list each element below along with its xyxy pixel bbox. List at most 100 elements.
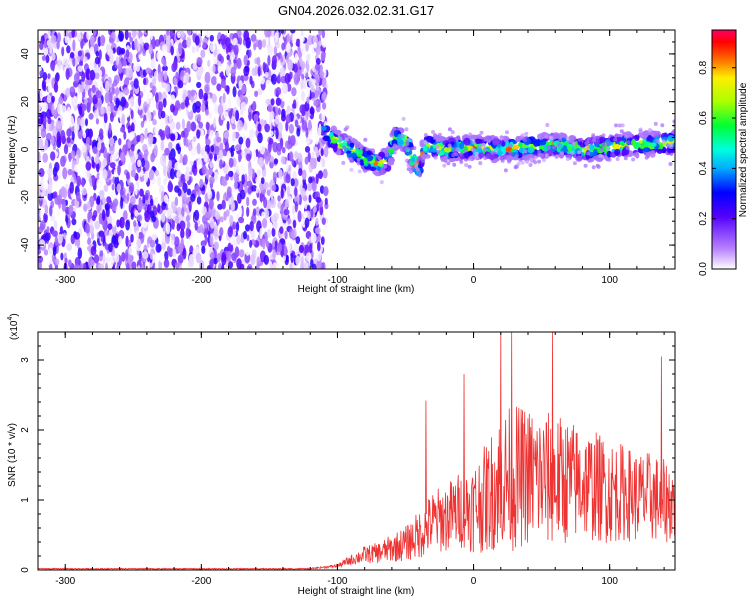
spectrogram-noise-cell — [72, 39, 76, 52]
snr-scale-label: (x104) — [7, 313, 20, 340]
spectrogram-noise-cell — [299, 38, 304, 50]
spectrogram-signal-cell — [485, 153, 491, 159]
spectrogram-noise-cell — [208, 198, 214, 210]
y-tick-label: 20 — [20, 96, 31, 108]
spectrogram-noise-cell — [315, 58, 321, 65]
spectrogram-noise-cell — [54, 235, 59, 246]
spectrogram-halo-cell — [625, 146, 630, 151]
spectrogram-noise-cell — [239, 163, 246, 175]
spectrogram-noise-cell — [281, 95, 286, 102]
spectrogram-noise-cell — [132, 162, 137, 172]
spectrogram-noise-cell — [160, 154, 166, 167]
spectrogram-noise-cell — [109, 101, 115, 114]
spectrogram-noise-cell — [89, 225, 95, 235]
spectrogram-noise-cell — [216, 76, 222, 85]
snr-y-ticks: 0 1 2 3 — [20, 345, 675, 573]
spectrogram-noise-cell — [218, 262, 222, 269]
snr-series-line — [38, 332, 675, 570]
spectrogram-noise-cell — [63, 144, 69, 155]
spectrogram-noise-cell — [130, 195, 136, 205]
spectrogram-noise-cell — [122, 59, 128, 67]
spectrogram-noise-cell — [269, 110, 275, 120]
spectrogram-noise-cell — [51, 103, 55, 116]
spectrogram-noise-cell — [144, 160, 150, 172]
spectrogram-noise-cell — [219, 159, 223, 170]
spectrogram-noise-cell — [271, 55, 277, 67]
spectrogram-noise-cell — [314, 75, 318, 87]
spectrogram-halo-cell — [452, 162, 457, 167]
spectrogram-noise-cell — [119, 188, 124, 197]
spectrogram-noise-cell — [71, 131, 75, 141]
spectrogram-noise-cell — [243, 30, 250, 42]
spectrogram-halo-cell — [379, 180, 384, 185]
spectrogram-noise-cell — [214, 210, 220, 220]
spectrogram-noise-cell — [184, 170, 190, 182]
spectrogram-noise-cell — [264, 155, 269, 165]
spectrogram-noise-cell — [85, 161, 92, 171]
spectrogram-noise-cell — [286, 41, 291, 53]
spectrogram-noise-cell — [253, 41, 257, 51]
spectrogram-halo-cell — [356, 157, 361, 162]
spectrogram-noise-cell — [264, 30, 270, 38]
spectrogram-noise-cell — [273, 46, 278, 56]
spectrogram-noise-cell — [266, 189, 271, 197]
spectrogram-noise-cell — [51, 95, 55, 103]
spectrogram-halo-cell — [409, 169, 413, 174]
spectrogram-noise-cell — [131, 261, 137, 269]
spectrogram-noise-cell — [315, 226, 321, 235]
spectrogram-noise-cell — [174, 215, 179, 224]
svg-text:(x104): (x104) — [7, 313, 20, 340]
spectrogram-noise-cell — [269, 155, 275, 163]
spectrogram-halo-cell — [349, 167, 354, 172]
spectrogram-noise-cell — [292, 99, 297, 109]
spectrogram-noise-cell — [140, 134, 144, 144]
spectrogram-noise-cell — [192, 62, 198, 71]
spectrogram-noise-cell — [38, 232, 41, 241]
spectrogram-noise-cell — [39, 239, 46, 248]
spectrogram-halo-cell — [586, 151, 591, 156]
spectrogram-noise-cell — [203, 151, 208, 163]
spectrogram-noise-cell — [183, 60, 189, 69]
snr-scale-exponent: 4 — [7, 317, 14, 321]
spectrogram-noise-cell — [297, 51, 303, 59]
spectrogram-noise-cell — [314, 146, 319, 154]
spectrogram-noise-cell — [246, 153, 252, 162]
spectrogram-noise-cell — [79, 208, 84, 218]
spectrogram-noise-cell — [257, 66, 261, 77]
spectrogram-noise-cell — [113, 79, 118, 87]
spectrogram-noise-cell — [288, 123, 294, 134]
spectrogram-noise-cell — [47, 117, 52, 125]
spectrogram-noise-cell — [199, 224, 204, 233]
spectrogram-halo-cell — [656, 139, 660, 143]
spectrogram-noise-cell — [287, 135, 292, 145]
spectrogram-noise-cell — [216, 191, 220, 202]
spectrogram-noise-cell — [57, 135, 62, 146]
spectrogram-halo-cell — [544, 134, 549, 139]
spectrogram-halo-cell — [668, 162, 673, 166]
spectrogram-halo-cell — [619, 129, 624, 134]
spectrogram-noise-cell — [287, 218, 292, 225]
spectrogram-halo-cell — [533, 160, 538, 165]
spectrogram-halo-cell — [359, 145, 364, 150]
spectrogram-noise-cell — [305, 252, 312, 262]
spectrogram-noise-cell — [98, 49, 102, 61]
spectrogram-noise-cell — [170, 45, 174, 56]
spectrogram-noise-cell — [214, 104, 219, 114]
spectrogram-noise-cell — [123, 131, 127, 140]
spectrogram-noise-cell — [136, 214, 143, 222]
spectrogram-halo-cell — [577, 137, 582, 142]
spectrogram-noise-cell — [187, 30, 192, 36]
spectrogram-noise-cell — [208, 167, 213, 176]
spectrogram-noise-cell — [95, 118, 99, 125]
spectrogram-noise-cell — [49, 124, 53, 132]
spectrogram-signal-cell — [349, 142, 355, 148]
spectrogram-noise-cell — [162, 44, 168, 53]
spectrogram-noise-cell — [196, 158, 203, 170]
spectrogram-noise-cell — [175, 100, 181, 111]
spectrogram-halo-cell — [405, 142, 410, 147]
spectrogram-noise-cell — [142, 221, 148, 229]
spectrogram-signal-cell — [641, 130, 649, 138]
spectrogram-noise-cell — [39, 88, 43, 100]
snr-x-ticks: -300 -200 -100 0 100 — [37, 332, 665, 587]
spectrogram-noise-cell — [115, 87, 120, 96]
